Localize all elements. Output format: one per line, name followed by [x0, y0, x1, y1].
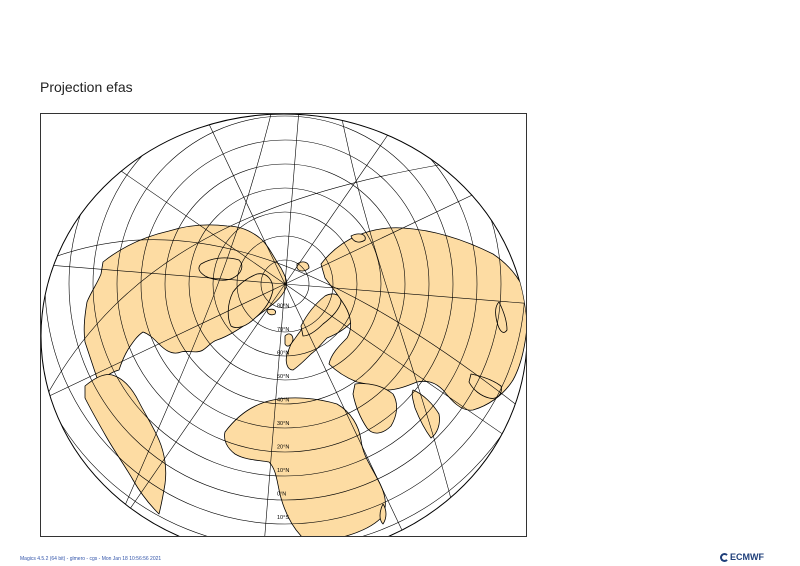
landmass-japan [495, 301, 508, 333]
meridian-line [41, 227, 286, 285]
meridian-line [284, 114, 526, 285]
latitude-circle [188, 187, 382, 381]
latitude-label: 20°N [277, 445, 289, 451]
latitude-label: 50°N [277, 374, 289, 380]
meridian-line [284, 283, 526, 536]
ecmwf-logo: ECMWF [720, 552, 764, 562]
latitude-label: 60°N [277, 351, 289, 357]
map-canvas: 80°N70°N60°N50°N40°N30°N20°N10°N0°N10°S2… [41, 114, 526, 536]
latitude-circle [92, 114, 478, 477]
landmass-iceland [266, 308, 276, 316]
latitude-label: 10°N [277, 468, 289, 474]
latitude-label: 40°N [277, 398, 289, 404]
map-title: Projection efas [40, 79, 133, 95]
landmass-southeast-asia [468, 373, 502, 399]
great-circle-arc [110, 114, 272, 536]
latitude-label: 70°N [277, 327, 289, 333]
landmass-british-isles [284, 333, 294, 347]
landmass-madagascar [379, 503, 387, 525]
great-circle-arc [41, 151, 526, 407]
landmass-arctic-islands [198, 257, 243, 281]
meridian-line [228, 283, 286, 536]
landmass-india [411, 389, 440, 439]
great-circle-arc [340, 114, 462, 536]
meridian-line [284, 114, 526, 285]
ecmwf-logo-icon [720, 552, 729, 562]
latitude-labels: 80°N70°N60°N50°N40°N30°N20°N10°N0°N10°S2… [277, 304, 289, 522]
meridian-line [41, 114, 286, 285]
globe-outline [41, 114, 526, 536]
meridian-line [284, 283, 526, 341]
landmass-scandinavia [300, 293, 342, 337]
great-circle-arc [41, 239, 526, 415]
latitude-label: 80°N [277, 304, 289, 310]
latitude-circle [140, 139, 430, 429]
latitude-circle [236, 235, 334, 333]
latitude-label: 0°N [277, 492, 286, 498]
landmass-siberian-islands [350, 233, 366, 243]
logo-text: ECMWF [730, 552, 764, 562]
landmass-svalbard [296, 261, 310, 272]
latitude-circle [212, 211, 358, 357]
meridian-line [41, 283, 286, 536]
map-frame: 80°N70°N60°N50°N40°N30°N20°N10°N0°N10°S2… [40, 113, 527, 537]
meridian-line [41, 283, 286, 536]
latitude-circle [260, 259, 310, 309]
latitude-circle [68, 114, 502, 501]
meridian-line [41, 114, 286, 285]
latitude-circle [164, 163, 406, 405]
graticule [41, 114, 526, 536]
latitude-label: 30°N [277, 421, 289, 427]
latitude-label: 10°S [277, 515, 289, 521]
latitude-circle [116, 115, 454, 453]
meridian-line [284, 114, 342, 285]
meridian-line [284, 283, 526, 536]
footer-info: Magics 4.5.2 (64 bit) - glmero - cgs - M… [20, 556, 162, 562]
